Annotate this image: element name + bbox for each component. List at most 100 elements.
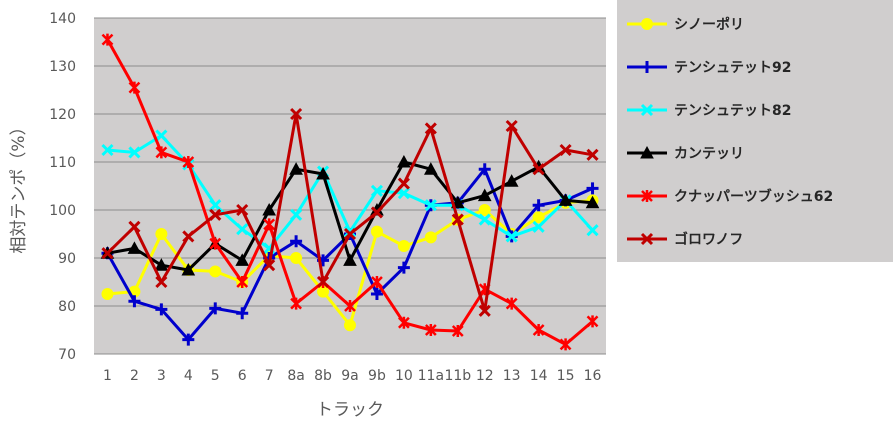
data-point — [586, 148, 599, 161]
data-point — [101, 288, 114, 300]
x-tick-label: 9b — [368, 368, 386, 384]
data-point — [101, 143, 114, 157]
data-point — [155, 228, 168, 240]
data-point — [181, 262, 196, 276]
data-point — [290, 297, 302, 310]
legend-swatch-marker — [640, 145, 654, 159]
data-point — [236, 307, 249, 320]
y-tick-labels: 70 80 90 100 110 120 130 140 — [49, 11, 76, 363]
data-point — [532, 199, 545, 212]
legend-label: ゴロワノフ — [674, 231, 743, 248]
y-tick-label: 140 — [49, 11, 76, 27]
data-point — [344, 319, 356, 332]
data-point — [586, 315, 599, 328]
data-point — [370, 288, 383, 300]
data-point — [559, 338, 572, 351]
data-point — [558, 193, 573, 206]
data-point — [101, 33, 114, 46]
data-point — [532, 220, 545, 233]
legend-label: シノーポリ — [674, 16, 744, 33]
data-point — [236, 276, 249, 288]
x-tick-label: 5 — [211, 368, 220, 384]
legend-label: カンテッリ — [674, 146, 744, 162]
data-point — [585, 195, 600, 209]
data-point — [128, 146, 141, 159]
data-point — [586, 224, 599, 237]
data-point — [398, 316, 410, 329]
data-point — [370, 206, 384, 219]
data-point — [344, 300, 356, 312]
legend-swatch-marker — [641, 18, 653, 30]
data-point — [343, 253, 357, 266]
data-point — [397, 261, 410, 274]
data-point — [478, 213, 491, 226]
series-6 — [101, 107, 599, 317]
data-point — [397, 154, 411, 168]
data-point — [316, 275, 330, 289]
data-point — [451, 324, 464, 337]
legend-swatch-marker — [640, 103, 654, 117]
legend-label: テンシュテット92 — [674, 60, 791, 76]
y-tick-label: 80 — [58, 299, 76, 315]
x-tick-label: 6 — [238, 368, 247, 384]
data-point — [505, 119, 518, 133]
legend-label: クナッパーツブッシュ62 — [674, 188, 833, 205]
plot-area — [94, 18, 606, 354]
data-point — [128, 81, 141, 94]
data-point — [290, 252, 303, 264]
data-point — [505, 297, 518, 310]
y-tick-label: 100 — [49, 203, 76, 219]
x-tick-label: 14 — [530, 368, 548, 384]
y-tick-label: 70 — [58, 347, 76, 363]
data-point — [209, 199, 222, 212]
legend-entry: ゴロワノフ — [627, 231, 743, 248]
data-point — [370, 184, 384, 197]
data-point — [235, 253, 250, 266]
data-point — [586, 182, 599, 195]
data-point — [397, 240, 410, 252]
data-point — [290, 235, 303, 248]
data-point — [127, 241, 142, 254]
data-point — [478, 304, 491, 317]
x-tick-label: 8b — [314, 368, 332, 384]
data-point — [397, 187, 410, 200]
y-tick-label: 120 — [49, 107, 76, 123]
data-point — [155, 275, 168, 289]
data-point — [290, 107, 303, 121]
data-point — [236, 203, 249, 217]
x-tick-label: 4 — [184, 368, 193, 384]
legend-swatch-marker — [640, 232, 654, 246]
data-point — [263, 218, 276, 231]
legend-swatch-marker — [641, 190, 653, 202]
x-tick-label: 7 — [265, 368, 274, 384]
x-tick-labels: 1 2 3 4 5 6 7 8a 8b 9a 9b 10 11a 11b 12 13 14 15 16 — [103, 368, 602, 384]
data-point — [532, 324, 545, 336]
x-axis-title: トラック — [316, 400, 384, 420]
y-axis-title: 相対テンポ（%） — [9, 118, 29, 253]
y-tick-label: 90 — [58, 251, 76, 267]
data-point — [423, 162, 438, 175]
legend-entry: クナッパーツブッシュ62 — [627, 188, 833, 205]
data-point — [128, 295, 141, 308]
data-point — [209, 237, 222, 250]
x-tick-label: 11a — [418, 368, 444, 384]
data-point — [316, 166, 330, 180]
data-point — [343, 225, 357, 238]
data-point — [209, 302, 222, 315]
data-point — [290, 208, 303, 221]
x-tick-label: 8a — [287, 368, 305, 384]
x-tick-label: 3 — [157, 368, 166, 384]
x-tick-label: 9a — [341, 368, 359, 384]
data-point — [155, 129, 168, 142]
x-tick-label: 2 — [130, 368, 139, 384]
data-point — [477, 188, 492, 202]
x-tick-label: 1 — [103, 368, 112, 384]
data-point — [424, 324, 437, 336]
x-tick-label: 13 — [503, 368, 521, 384]
x-tick-label: 16 — [584, 368, 602, 384]
data-point — [505, 230, 518, 243]
legend-label: テンシュテット82 — [674, 103, 791, 119]
data-point — [370, 225, 383, 238]
data-point — [289, 162, 303, 175]
